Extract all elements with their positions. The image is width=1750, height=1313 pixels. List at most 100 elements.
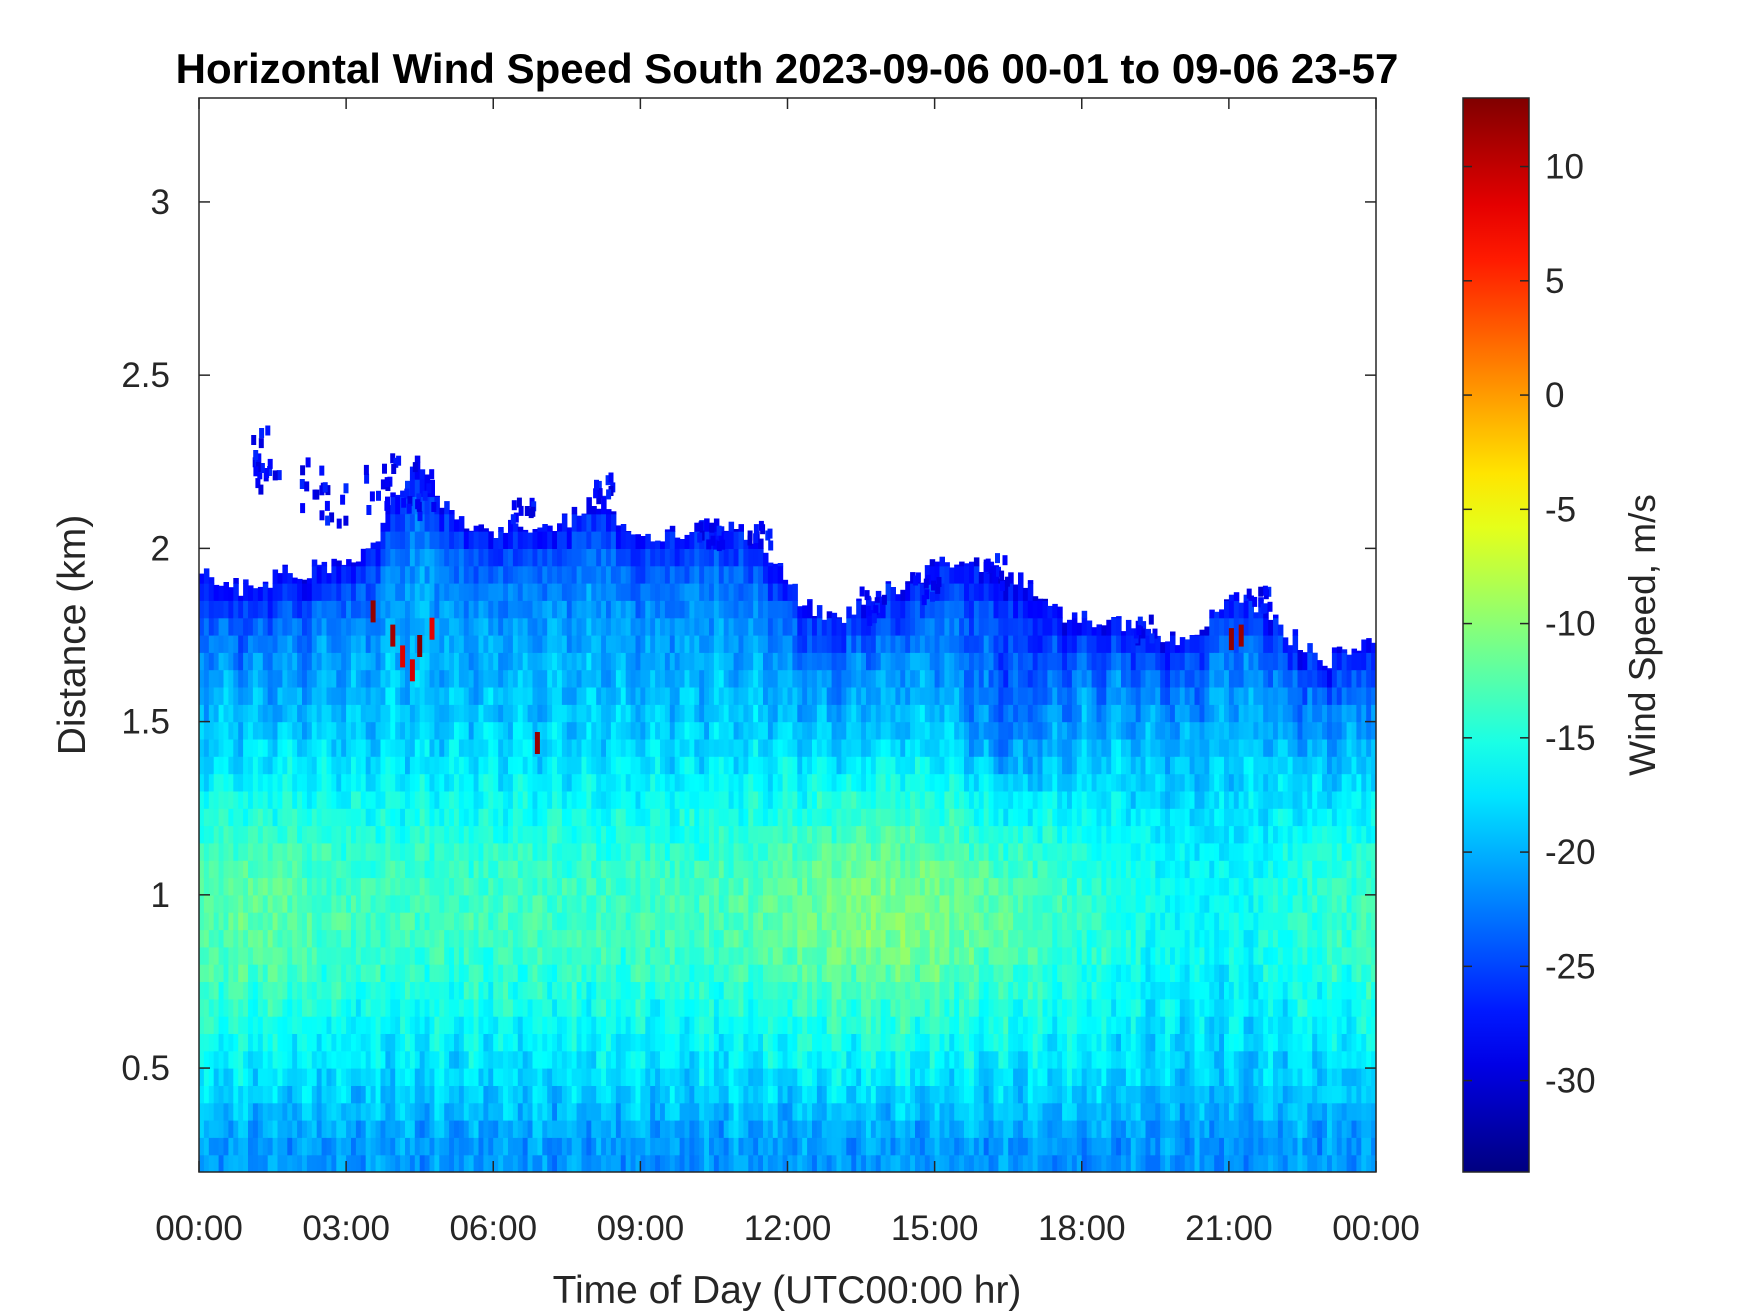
- heatmap-cell: [360, 808, 367, 827]
- heatmap-cell: [615, 808, 622, 827]
- heatmap-cell: [277, 929, 283, 948]
- heatmap-cell: [385, 998, 391, 1017]
- heatmap-cell: [591, 790, 597, 809]
- heatmap-cell: [199, 1120, 205, 1138]
- heatmap-cell: [552, 790, 558, 809]
- heatmap-cell: [738, 583, 744, 601]
- heatmap-cell: [297, 877, 303, 896]
- heatmap-cell: [802, 1050, 808, 1069]
- heatmap-cell: [738, 1137, 744, 1156]
- heatmap-cell: [645, 773, 651, 792]
- heatmap-cell: [763, 1102, 769, 1121]
- heatmap-cell: [640, 565, 646, 584]
- heatmap-cell: [645, 583, 651, 601]
- heatmap-cell: [625, 600, 632, 619]
- heatmap-cell: [660, 1050, 666, 1069]
- heatmap-cell: [596, 669, 602, 688]
- heatmap-cell: [831, 612, 838, 619]
- heatmap-cell: [454, 583, 460, 601]
- heatmap-cell: [728, 773, 735, 792]
- heatmap-cell: [547, 531, 553, 549]
- heatmap-cell: [831, 1137, 838, 1156]
- heatmap-cell: [856, 1137, 862, 1156]
- heatmap-cell: [405, 998, 411, 1017]
- heatmap-cell: [802, 912, 808, 931]
- heatmap-cell: [400, 998, 406, 1017]
- heatmap-cell: [753, 635, 759, 653]
- heatmap-cell: [763, 565, 769, 584]
- heatmap-cell: [434, 635, 440, 653]
- heatmap-cell: [630, 738, 637, 757]
- heatmap-cell: [851, 1102, 857, 1121]
- heatmap-cell: [684, 652, 690, 671]
- heatmap-cell: [493, 1016, 499, 1034]
- heatmap-cell: [277, 669, 283, 688]
- heatmap-cell: [360, 981, 367, 1000]
- heatmap-cell: [596, 946, 602, 965]
- heatmap-cell: [267, 635, 274, 653]
- heatmap-cell: [473, 704, 480, 723]
- heatmap-cell: [409, 635, 416, 653]
- heatmap-cell: [458, 600, 465, 619]
- heatmap-cell: [233, 842, 239, 861]
- heatmap-cell: [620, 808, 627, 827]
- heatmap-cell: [508, 1068, 514, 1086]
- heatmap-cell: [508, 519, 514, 532]
- heatmap-cell: [424, 600, 431, 619]
- heatmap-cell: [826, 790, 833, 809]
- heatmap-cell: [326, 669, 332, 688]
- heatmap-cell: [400, 669, 406, 688]
- heatmap-cell: [846, 687, 852, 705]
- heatmap-cell: [728, 704, 735, 723]
- heatmap-cell: [419, 565, 426, 584]
- heatmap-cell: [292, 946, 298, 965]
- heatmap-cell: [385, 860, 391, 879]
- heatmap-cell: [360, 669, 367, 688]
- heatmap-cell: [272, 652, 279, 671]
- heatmap-cell: [390, 877, 396, 896]
- heatmap-cell: [694, 1120, 700, 1138]
- heatmap-cell: [522, 529, 529, 532]
- heatmap-cell: [478, 1033, 484, 1052]
- heatmap-cell: [478, 877, 484, 896]
- heatmap-cell: [498, 1137, 504, 1156]
- heatmap-cell: [444, 1102, 450, 1121]
- heatmap-cell: [709, 964, 715, 982]
- heatmap-cell: [552, 998, 558, 1017]
- heatmap-cell: [694, 1050, 700, 1069]
- heatmap-cell: [772, 1154, 779, 1172]
- heatmap-cell: [468, 981, 475, 1000]
- heatmap-cell: [816, 860, 823, 879]
- heatmap-cell: [331, 687, 337, 705]
- heatmap-cell: [620, 1016, 627, 1034]
- heatmap-cell: [821, 1033, 828, 1052]
- heatmap-cell: [787, 1016, 793, 1034]
- heatmap-cell: [498, 548, 504, 567]
- heatmap-cell: [709, 652, 715, 671]
- heatmap-cell: [444, 600, 450, 619]
- heatmap-cell: [395, 825, 401, 844]
- heatmap-cell: [723, 946, 730, 965]
- heatmap-cell: [390, 565, 396, 584]
- heatmap-cell: [302, 738, 308, 757]
- heatmap-cell: [709, 1120, 715, 1138]
- heatmap-cell: [395, 687, 401, 705]
- heatmap-cell: [370, 1137, 377, 1156]
- heatmap-cell: [738, 1016, 744, 1034]
- heatmap-cell: [419, 738, 426, 757]
- heatmap-cell: [429, 981, 435, 1000]
- heatmap-cell: [429, 1050, 435, 1069]
- heatmap-cell: [807, 1033, 813, 1052]
- heatmap-cell: [414, 894, 421, 913]
- heatmap-cell: [718, 1068, 725, 1086]
- heatmap-cell: [316, 1154, 323, 1172]
- heatmap-cell: [517, 808, 524, 827]
- heatmap-cell: [723, 860, 730, 879]
- heatmap-cell: [856, 1085, 862, 1104]
- heatmap-cell: [557, 790, 563, 809]
- heatmap-cell: [252, 1102, 259, 1121]
- heatmap-cell: [454, 687, 460, 705]
- heatmap-cell: [792, 998, 798, 1017]
- heatmap-cell: [439, 1033, 445, 1052]
- heatmap-cell: [508, 1154, 514, 1172]
